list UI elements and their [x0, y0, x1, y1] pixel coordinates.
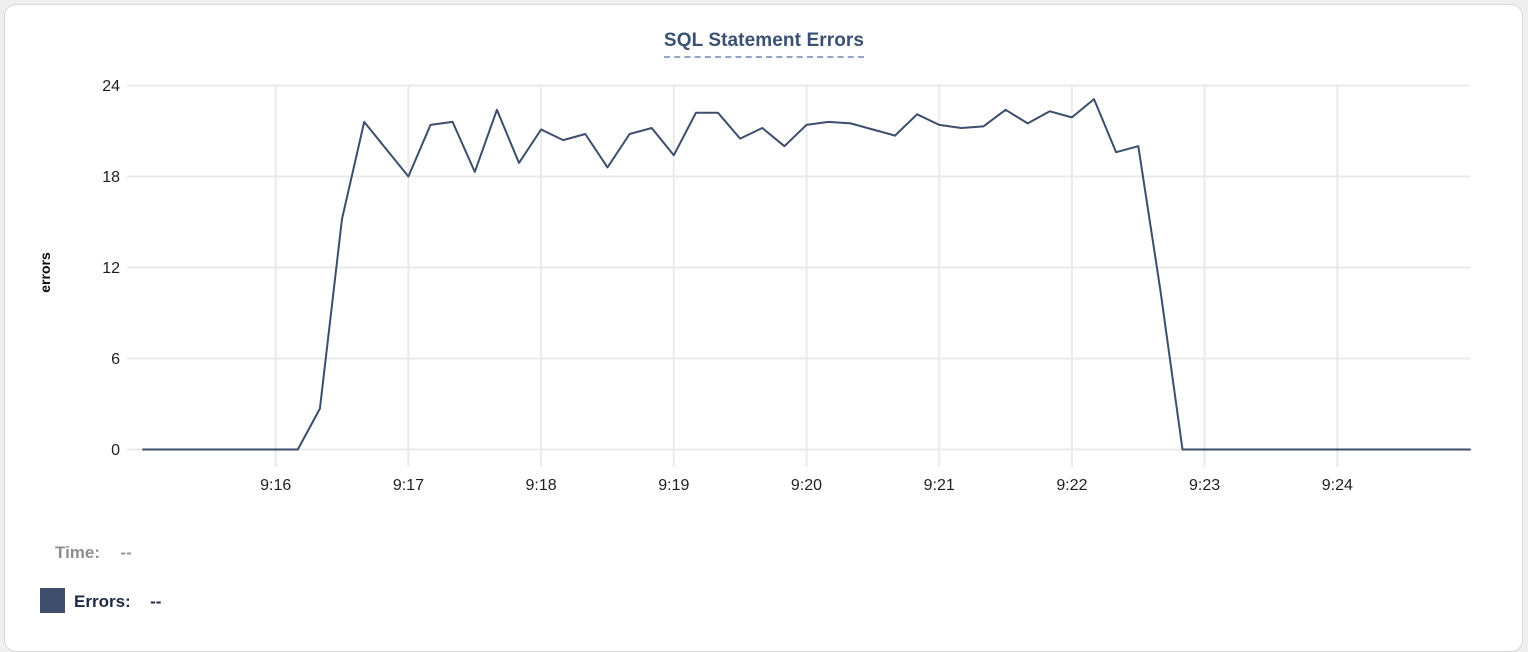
x-tick-label: 9:20: [791, 477, 822, 494]
y-tick-label: 12: [102, 260, 120, 277]
x-tick-label: 9:18: [526, 477, 557, 494]
x-tick-label: 9:19: [658, 477, 689, 494]
y-axis-title: errors: [37, 252, 53, 293]
y-tick-label: 24: [102, 78, 120, 95]
y-tick-label: 18: [102, 169, 120, 186]
sql-statement-errors-line-chart: 9:16 9:17 9:18 9:19 9:20 9:21 9:22 9:23 9:24 0 6 12…: [37, 78, 1471, 494]
chart-title[interactable]: SQL Statement Errors: [663, 30, 865, 58]
errors-series-swatch-icon: [40, 588, 65, 613]
y-tick-label: 0: [111, 442, 120, 459]
legend-errors-label: Errors:: [74, 592, 131, 611]
errors-series-line: [142, 98, 1471, 451]
legend-time-value: --: [120, 543, 132, 562]
x-tick-label: 9:24: [1322, 477, 1353, 494]
x-tick-label: 9:23: [1189, 477, 1220, 494]
legend-errors-row: Errors: --: [40, 588, 161, 613]
x-tick-label: 9:21: [924, 477, 955, 494]
y-tick-label: 6: [111, 351, 120, 368]
chart-card: [4, 4, 1523, 652]
legend-time-label: Time:: [55, 543, 101, 562]
legend-time-row: Time: --: [55, 543, 132, 563]
x-tick-label: 9:22: [1056, 477, 1087, 494]
x-tick-label: 9:16: [260, 477, 291, 494]
chart-title-wrap: SQL Statement Errors: [0, 30, 1528, 58]
legend-errors-value: --: [150, 592, 162, 611]
x-tick-label: 9:17: [393, 477, 424, 494]
